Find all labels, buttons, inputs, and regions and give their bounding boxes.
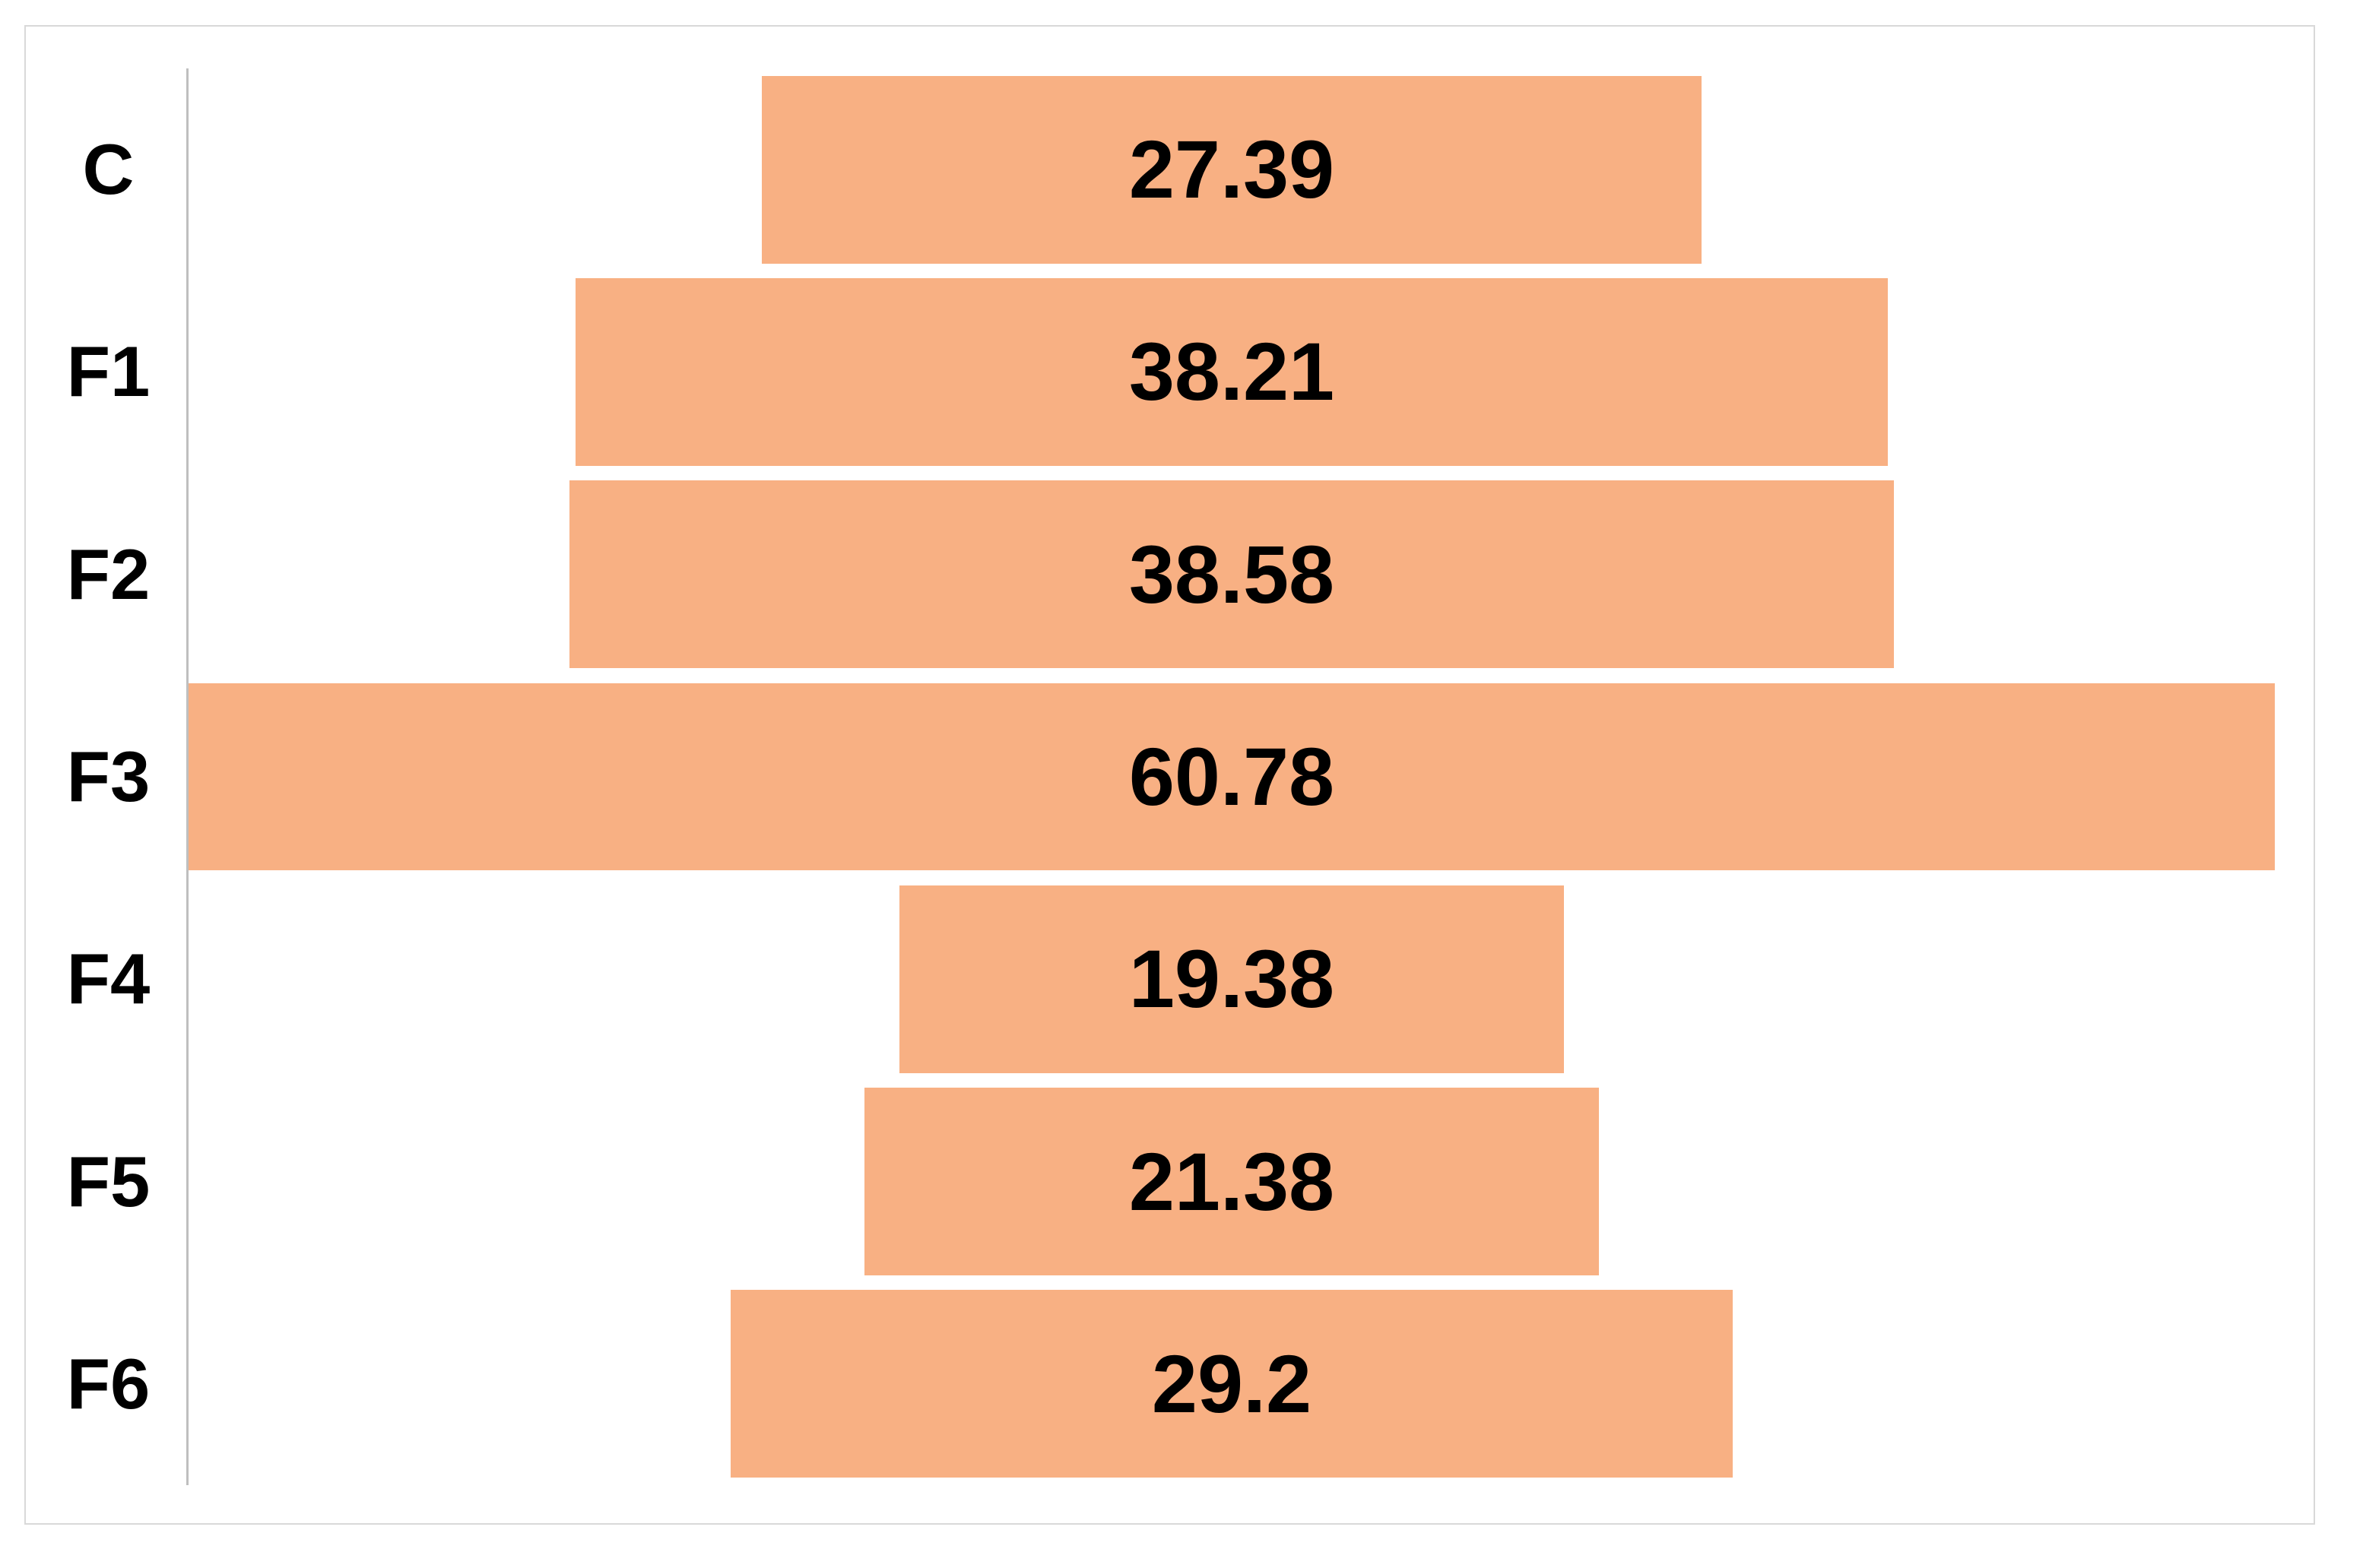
funnel-bar: 29.2	[730, 1290, 1733, 1478]
category-label: F5	[66, 1141, 151, 1221]
funnel-row: F4 19.38	[67, 878, 2275, 1080]
funnel-bar: 38.58	[569, 480, 1894, 669]
funnel-row: F1 38.21	[67, 271, 2275, 473]
funnel-bar: 38.21	[576, 277, 1888, 466]
category-label: C	[82, 129, 135, 210]
funnel-row: F6 29.2	[67, 1283, 2275, 1485]
category-label: F1	[66, 331, 151, 412]
funnel-bar: 21.38	[864, 1088, 1599, 1276]
plot-area: C 27.39 F1 38.21 F2 38.58 F3 60.78 F4 19…	[67, 68, 2275, 1485]
funnel-bar: 60.78	[189, 683, 2275, 871]
value-label: 38.58	[1128, 527, 1335, 620]
value-label: 29.2	[1151, 1337, 1312, 1430]
funnel-bar: 27.39	[761, 75, 1702, 264]
value-label: 38.21	[1128, 325, 1335, 418]
category-label: F2	[66, 534, 151, 614]
funnel-row: C 27.39	[83, 68, 2275, 271]
value-label: 21.38	[1128, 1135, 1335, 1227]
value-label: 27.39	[1128, 123, 1335, 216]
funnel-row: F2 38.58	[67, 474, 2275, 676]
value-label: 19.38	[1128, 933, 1335, 1025]
funnel-bar: 19.38	[899, 885, 1565, 1073]
funnel-row: F5 21.38	[67, 1080, 2275, 1282]
funnel-row: F3 60.78	[67, 676, 2275, 878]
value-label: 60.78	[1128, 730, 1335, 822]
category-label: F4	[66, 939, 151, 1019]
chart-area-border: C 27.39 F1 38.21 F2 38.58 F3 60.78 F4 19…	[24, 25, 2315, 1525]
category-label: F3	[66, 736, 151, 816]
category-label: F6	[66, 1343, 151, 1424]
